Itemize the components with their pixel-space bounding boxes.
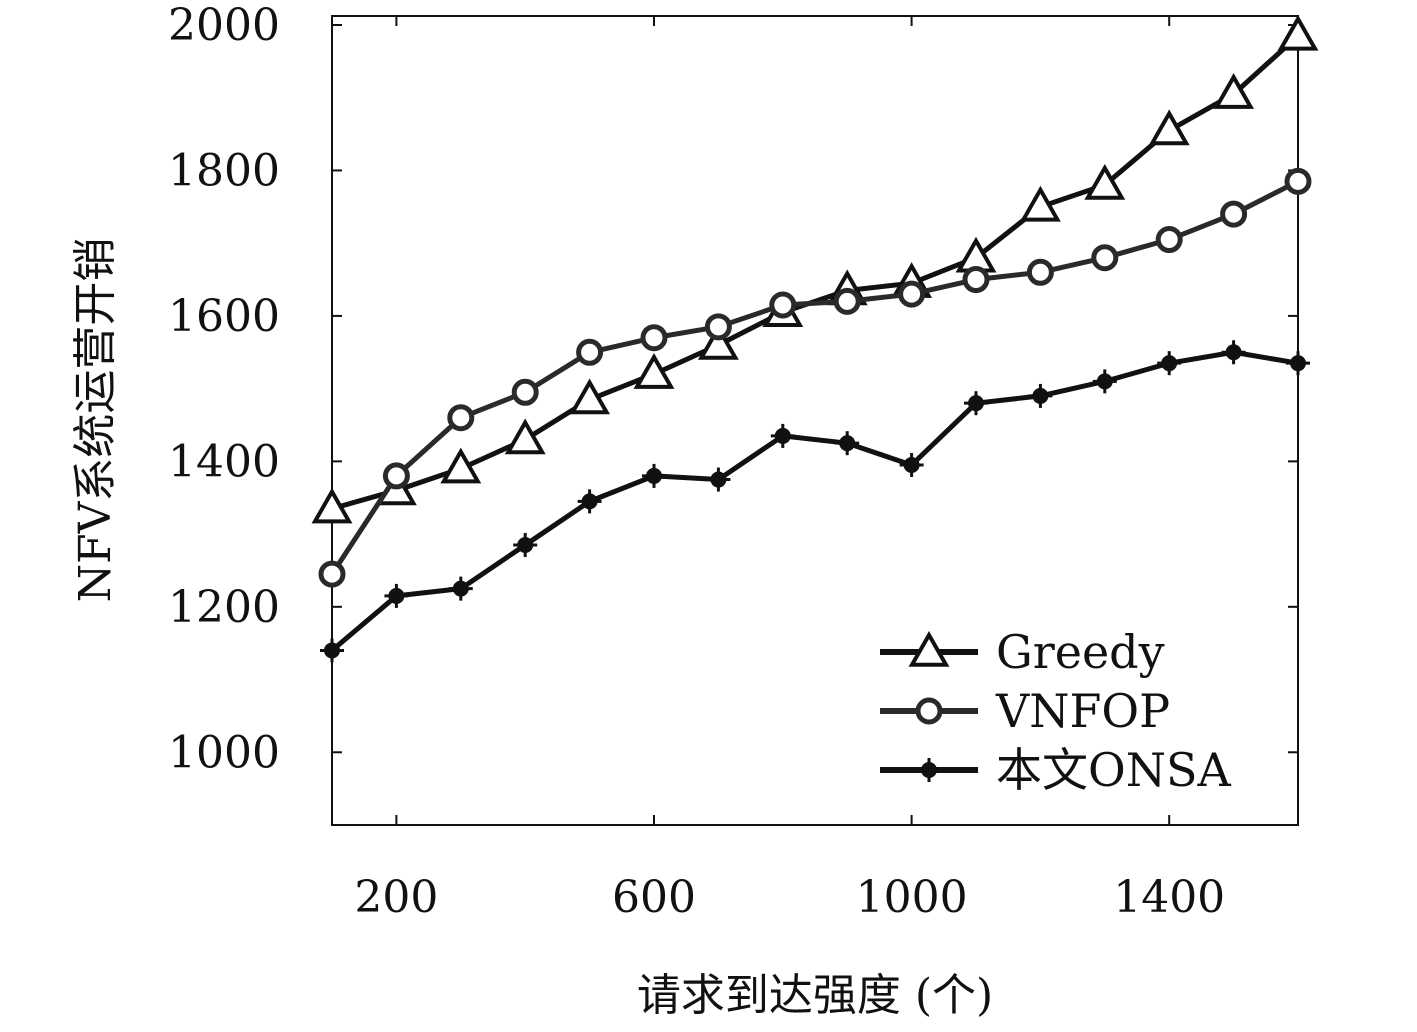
legend-label: VNFOP <box>995 684 1170 738</box>
triangle-marker <box>908 630 950 667</box>
y-tick-label: 1200 <box>168 582 280 633</box>
circle-marker <box>382 462 410 490</box>
star-marker <box>1286 351 1310 376</box>
star-marker <box>448 576 473 601</box>
series-line <box>329 179 1300 576</box>
legend-label: Greedy <box>996 625 1165 679</box>
triangle-marker <box>504 418 546 455</box>
triangle-marker <box>1213 73 1255 109</box>
star-marker <box>1157 351 1182 376</box>
series-VNFOP <box>318 167 1312 588</box>
circle-marker <box>769 291 797 319</box>
circle-marker <box>576 338 604 366</box>
triangle-marker <box>569 378 611 415</box>
star-marker <box>899 453 924 477</box>
x-tick-label: 600 <box>612 872 696 923</box>
circle-marker <box>1284 167 1312 195</box>
x-tick-label: 1400 <box>1113 872 1225 923</box>
y-tick-label: 1400 <box>168 436 280 487</box>
y-tick-label: 2000 <box>168 0 280 51</box>
star-marker <box>706 467 731 492</box>
star-marker <box>835 431 860 456</box>
circle-marker <box>898 280 926 308</box>
circle-marker <box>318 560 346 588</box>
series-layer <box>311 14 1319 663</box>
legend-item: Greedy <box>880 625 1165 679</box>
star-marker <box>1028 383 1053 408</box>
triangle-marker <box>311 487 353 524</box>
plot-area-frame <box>331 15 1299 826</box>
series-Greedy <box>311 14 1319 524</box>
x-axis: 200 600 1000 1400 <box>354 16 1225 923</box>
y-axis: 1000 1200 1400 1600 1800 2000 <box>168 0 1298 778</box>
circle-marker <box>1155 226 1183 254</box>
triangle-marker <box>1277 14 1319 51</box>
star-marker <box>917 758 941 782</box>
series-line <box>330 349 1299 653</box>
triangle-marker <box>633 353 675 389</box>
circle-marker <box>915 697 943 725</box>
triangle-marker <box>697 323 739 360</box>
triangle-marker <box>440 447 482 484</box>
legend-item: 本文ONSA <box>880 743 1231 797</box>
circle-marker <box>640 324 668 352</box>
x-axis-title: 请求到达强度 (个) <box>637 970 993 1021</box>
star-marker <box>770 423 795 448</box>
y-tick-label: 1800 <box>168 145 280 196</box>
star-marker <box>964 391 988 416</box>
star-marker <box>513 533 538 557</box>
circle-marker <box>511 378 539 406</box>
star-marker <box>320 638 344 663</box>
star-marker <box>384 583 409 608</box>
legend-item: VNFOP <box>880 684 1170 738</box>
star-marker <box>1221 340 1246 365</box>
x-tick-label: 1000 <box>856 872 968 923</box>
x-tick-label: 200 <box>354 872 438 923</box>
star-marker <box>1092 369 1117 394</box>
circle-marker <box>447 404 475 432</box>
circle-marker <box>1026 258 1054 286</box>
triangle-marker <box>1148 109 1190 146</box>
legend-label: 本文ONSA <box>996 743 1231 797</box>
circle-marker <box>704 313 732 341</box>
y-tick-label: 1600 <box>168 291 280 342</box>
star-marker <box>577 489 602 514</box>
star-marker <box>642 463 666 488</box>
circle-marker <box>1091 244 1119 272</box>
circle-marker <box>833 287 861 315</box>
triangle-marker <box>1019 185 1061 222</box>
triangle-marker <box>1084 163 1126 200</box>
series-本文ONSA <box>320 340 1310 663</box>
y-axis-title: NFV系统运营开销 <box>70 238 121 603</box>
circle-marker <box>1220 200 1248 228</box>
y-tick-label: 1000 <box>168 727 280 778</box>
circle-marker <box>962 266 990 294</box>
